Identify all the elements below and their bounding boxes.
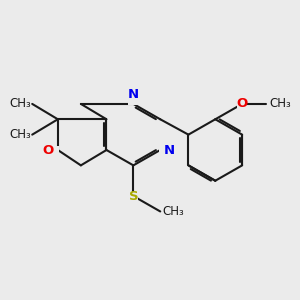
- Text: N: N: [128, 88, 139, 101]
- Text: CH₃: CH₃: [269, 98, 291, 110]
- Bar: [128, 97, 138, 105]
- Text: S: S: [128, 190, 138, 202]
- Bar: [237, 100, 247, 108]
- Text: O: O: [236, 98, 248, 110]
- Text: CH₃: CH₃: [9, 98, 31, 110]
- Bar: [49, 146, 59, 154]
- Text: O: O: [43, 143, 54, 157]
- Text: CH₃: CH₃: [9, 128, 31, 141]
- Text: CH₃: CH₃: [163, 205, 184, 218]
- Text: N: N: [164, 143, 175, 157]
- Bar: [128, 192, 138, 200]
- Bar: [159, 146, 169, 154]
